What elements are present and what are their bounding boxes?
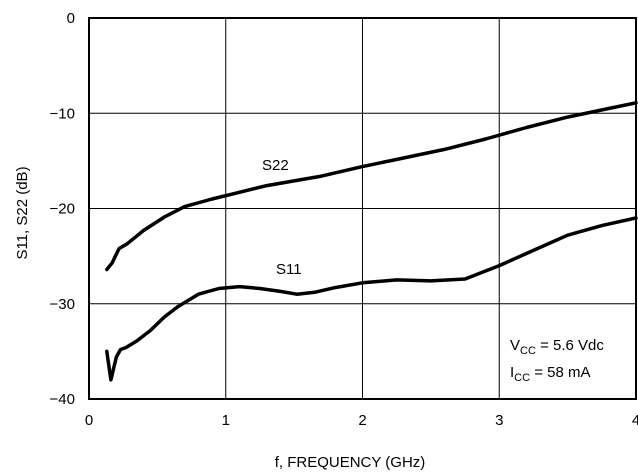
y-tick-label-2: −20 — [50, 201, 75, 218]
icc-note: ICC = 58 mA — [510, 364, 591, 384]
plot-area-frame — [88, 17, 637, 400]
vcc-symbol: V — [510, 337, 520, 354]
series-line-s22 — [105, 101, 638, 272]
vcc-subscript: CC — [520, 345, 536, 357]
x-tick-label-0: 0 — [85, 412, 93, 429]
x-tick-label-1: 1 — [222, 412, 230, 429]
y-axis-label: S11, S22 (dB) — [14, 166, 31, 259]
series-line-s11 — [105, 216, 638, 382]
x-tick-label-4: 4 — [632, 412, 638, 429]
vcc-note: VCC = 5.6 Vdc — [510, 337, 604, 357]
bias-conditions-note: VCC = 5.6 Vdc ICC = 58 mA — [510, 337, 604, 384]
y-tick-label-1: −10 — [50, 105, 75, 122]
series-label-s22: S22 — [262, 157, 289, 174]
icc-subscript: CC — [514, 372, 530, 384]
vcc-value: = 5.6 Vdc — [536, 337, 604, 354]
x-tick-label-3: 3 — [495, 412, 503, 429]
icc-value: = 58 mA — [530, 364, 590, 381]
y-tick-label-3: −30 — [50, 296, 75, 313]
x-axis-label: f, FREQUENCY (GHz) — [275, 454, 426, 471]
x-tick-label-2: 2 — [358, 412, 366, 429]
series-label-s11: S11 — [276, 261, 302, 278]
tick-labels: 0 1 2 3 4 0 −10 −20 −30 −40 — [50, 10, 638, 429]
y-tick-label-4: −40 — [50, 391, 75, 408]
y-tick-label-0: 0 — [67, 10, 75, 27]
icc-symbol: I — [510, 364, 514, 381]
series-lines — [105, 101, 638, 382]
